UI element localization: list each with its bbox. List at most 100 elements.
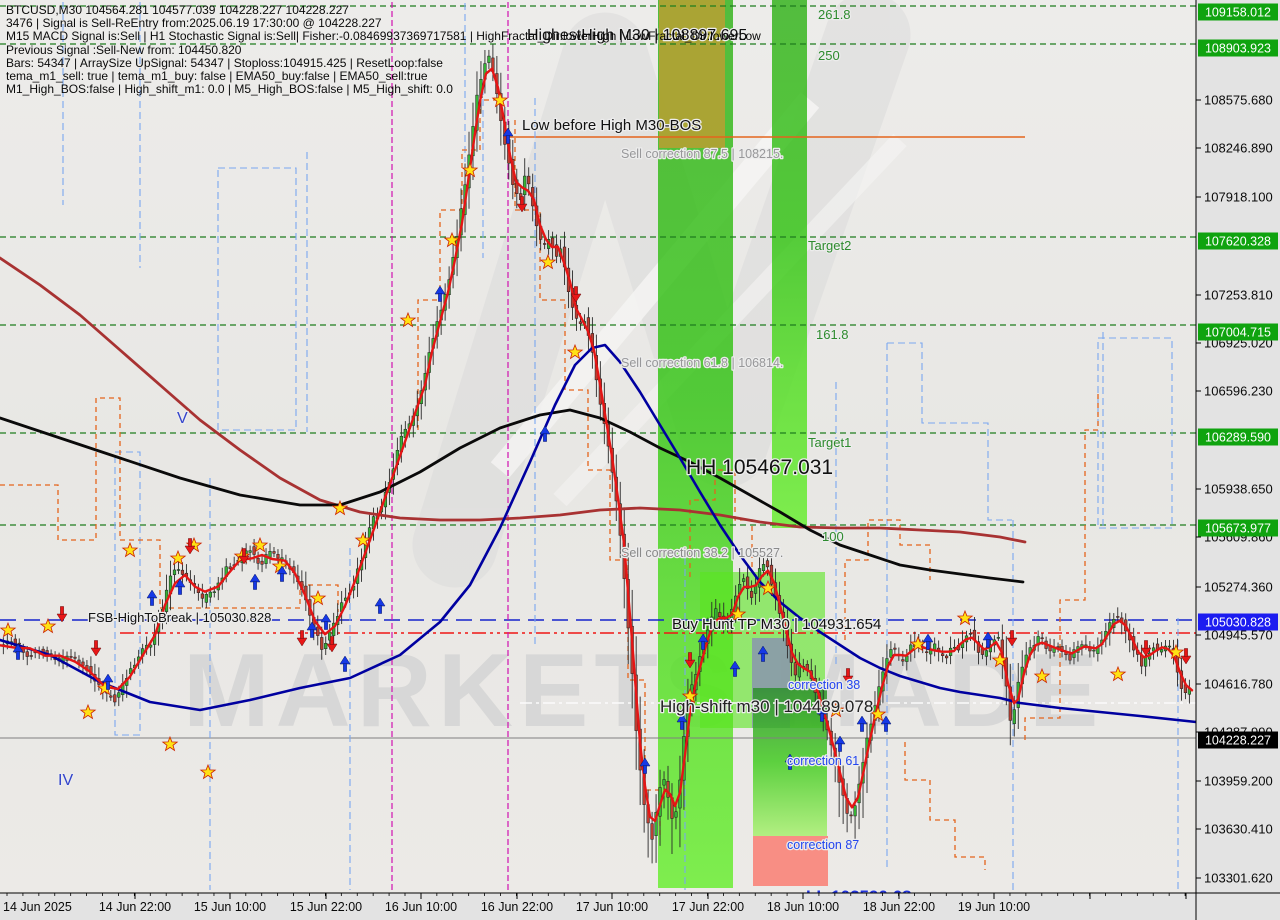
price-badge (1198, 428, 1278, 446)
ema50-line (0, 408, 1025, 584)
buy-arrow-icon (757, 645, 769, 662)
star-signal-icon (354, 531, 372, 548)
price-badge-label: 104228.227 (1205, 734, 1271, 748)
price-badge (1198, 39, 1278, 57)
price-tick-label: 107918.100 (1204, 190, 1273, 205)
price-badge-label: 107004.715 (1205, 326, 1271, 340)
buy-arrow-icon (880, 715, 892, 732)
star-signal-icon (1109, 665, 1127, 682)
star-signal-icon (491, 91, 509, 108)
star-signal-icon (566, 343, 584, 360)
buy-arrow-icon (374, 597, 386, 614)
price-badge (1198, 519, 1278, 537)
chart-annotation: Sell correction 38.2 | 105527. (621, 546, 783, 560)
star-signal-icon (121, 541, 139, 558)
buy-arrow-icon (339, 655, 351, 672)
star-signal-icon (443, 231, 461, 248)
sell-arrow-icon (1180, 648, 1192, 665)
chart-annotation: correction 61 (787, 754, 859, 768)
price-badge (1198, 731, 1278, 749)
buy-arrow-icon (249, 573, 261, 590)
price-tick-label: 108246.890 (1204, 141, 1273, 156)
time-tick-label: 17 Jun 10:00 (576, 900, 648, 914)
chart-annotation: 100 (822, 529, 844, 544)
stoploss-channel-line (514, 120, 661, 835)
fractal-box (217, 167, 297, 431)
buy-arrow-icon (639, 757, 651, 774)
chart-annotation: V (177, 410, 188, 427)
chart-annotation: correction 87 (787, 838, 859, 852)
chart-annotation: 161.8 (816, 327, 849, 342)
time-tick-label: 17 Jun 22:00 (672, 900, 744, 914)
time-tick-label: 19 Jun 10:00 (958, 900, 1030, 914)
time-tick-label: 14 Jun 2025 (3, 900, 72, 914)
star-signal-icon (251, 536, 269, 553)
chart-annotation: High-shift m30 | 104489.078 (660, 697, 873, 716)
slow-ema-line (0, 343, 1198, 724)
zone-band (772, 0, 807, 528)
buy-arrow-icon (922, 633, 934, 650)
fractal-step-line (887, 342, 1012, 521)
time-tick-label: 18 Jun 22:00 (863, 900, 935, 914)
star-signal-icon (309, 589, 327, 606)
sell-arrow-icon (842, 668, 854, 685)
supply-demand-zones (658, 0, 828, 888)
sell-arrow-icon (56, 606, 68, 623)
price-badge (1198, 3, 1278, 21)
time-tick-label: 16 Jun 10:00 (385, 900, 457, 914)
price-badge-label: 109158.012 (1205, 6, 1271, 20)
star-signal-icon (991, 651, 1009, 668)
sell-arrow-icon (684, 652, 696, 669)
buy-arrow-icon (856, 715, 868, 732)
star-signal-icon (79, 703, 97, 720)
sell-arrow-icon (1006, 630, 1018, 647)
time-tick-label: 15 Jun 22:00 (290, 900, 362, 914)
chart-annotation: 250 (818, 48, 840, 63)
sell-arrow-icon (238, 548, 250, 565)
buy-arrow-icon (434, 285, 446, 302)
price-badge (1198, 613, 1278, 631)
price-tick-label: 104616.780 (1204, 677, 1273, 692)
star-signal-icon (0, 621, 17, 638)
star-signal-icon (161, 735, 179, 752)
chart-annotation: FSB-HighToBreak | 105030.828 (88, 610, 271, 625)
star-signal-icon (956, 609, 974, 626)
signal-markers (0, 91, 1192, 780)
time-tick-label: 15 Jun 10:00 (194, 900, 266, 914)
chart-annotation: correction 38 (788, 678, 860, 692)
buy-arrow-icon (816, 705, 828, 722)
zone-band (659, 0, 725, 148)
price-tick-label: 106596.230 (1204, 384, 1273, 399)
time-axis[interactable] (0, 893, 1280, 920)
price-tick-label: 108575.680 (1204, 93, 1273, 108)
sell-arrow-icon (184, 538, 196, 555)
chart-annotation: Sell correction 61.8 | 106814. (621, 356, 783, 370)
star-signal-icon (759, 579, 777, 596)
buy-arrow-icon (676, 713, 688, 730)
buy-arrow-icon (146, 589, 158, 606)
zone-band (753, 836, 828, 886)
price-badge-label: 107620.328 (1205, 235, 1271, 249)
chart-annotation: HighestHigh M30 | 108897.695 (527, 27, 747, 44)
sell-arrow-icon (90, 640, 102, 657)
chart-annotation: Buy Hunt TP M30 | 104931.654 (672, 616, 881, 633)
sell-arrow-icon (296, 630, 308, 647)
star-signal-icon (1033, 667, 1051, 684)
price-tick-label: 107253.810 (1204, 288, 1273, 303)
star-signal-icon (331, 499, 349, 516)
buy-arrow-icon (982, 631, 994, 648)
price-axis[interactable] (1196, 0, 1280, 920)
buy-arrow-icon (320, 613, 332, 630)
buy-arrow-icon (306, 621, 318, 638)
buy-arrow-icon (729, 660, 741, 677)
price-tick-label: 103959.200 (1204, 774, 1273, 789)
star-signal-icon (1167, 643, 1185, 660)
price-tick-label: 105938.650 (1204, 482, 1273, 497)
stoploss-channel-line (844, 519, 931, 640)
buy-arrow-icon (539, 425, 551, 442)
star-signal-icon (399, 311, 417, 328)
buy-arrow-icon (276, 565, 288, 582)
